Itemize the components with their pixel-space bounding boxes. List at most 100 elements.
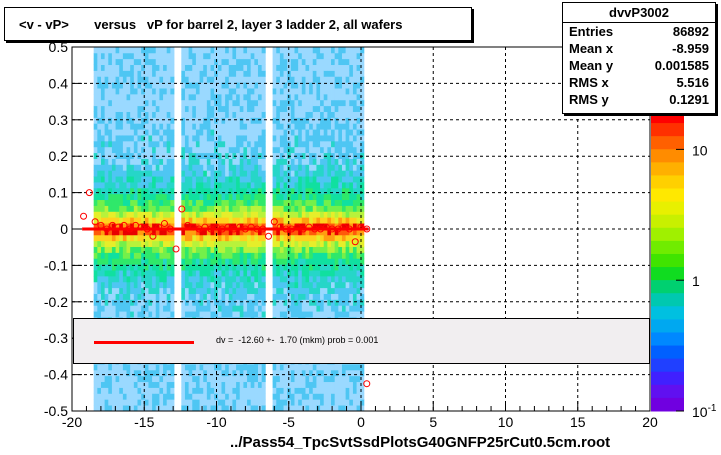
heat-cell (122, 146, 127, 154)
heat-cell (119, 211, 124, 218)
heat-cell (115, 246, 120, 253)
heat-cell (323, 164, 328, 171)
heat-cell (188, 293, 193, 300)
heat-cell (316, 117, 321, 124)
heat-cell (203, 176, 208, 183)
heat-cell (228, 88, 233, 95)
heat-cell (203, 70, 208, 77)
heat-cell (352, 140, 357, 148)
heat-cell (97, 64, 102, 71)
heat-cell (97, 270, 102, 277)
heat-cell (93, 158, 98, 165)
palette-band (651, 358, 684, 373)
heat-cell (345, 47, 350, 54)
heat-cell (225, 275, 230, 283)
heat-cell (93, 47, 98, 54)
heat-cell (305, 158, 310, 165)
heat-cell (247, 70, 252, 77)
heat-cell (210, 393, 215, 400)
heat-cell (352, 217, 357, 224)
heat-cell (261, 405, 266, 412)
heat-cell (243, 211, 248, 218)
heat-cell (279, 252, 284, 259)
heat-cell (217, 152, 222, 159)
heat-cell (272, 76, 277, 83)
heat-cell (195, 164, 200, 171)
heat-cell (148, 299, 153, 306)
heat-cell (144, 293, 149, 300)
heat-cell (327, 299, 332, 306)
heat-cell (122, 275, 127, 283)
heat-cell (261, 375, 266, 383)
heat-cell (352, 164, 357, 171)
heat-cell (254, 211, 259, 218)
heat-cell (323, 375, 328, 383)
heat-cell (155, 105, 160, 112)
heat-cell (301, 387, 306, 394)
heat-cell (228, 176, 233, 183)
heat-cell (312, 129, 317, 136)
heat-cell (279, 299, 284, 306)
heat-cell (159, 82, 164, 89)
heat-cell (294, 105, 299, 112)
heat-cell (320, 93, 325, 101)
heat-cell (254, 93, 259, 101)
heat-cell (225, 99, 230, 107)
heat-cell (148, 399, 153, 406)
heat-cell (130, 252, 135, 259)
heat-cell (195, 234, 200, 242)
heat-cell (225, 217, 230, 224)
heat-cell (141, 105, 146, 112)
heat-cell (155, 158, 160, 165)
heat-cell (148, 70, 153, 77)
heat-cell (301, 111, 306, 118)
heat-cell (104, 88, 109, 95)
heat-cell (100, 182, 106, 189)
heat-cell (152, 76, 157, 83)
heat-cell (356, 246, 361, 253)
heat-cell (184, 182, 190, 189)
heat-cell (312, 111, 317, 118)
heat-cell (309, 52, 314, 60)
heat-cell (298, 176, 303, 183)
heat-cell (236, 152, 241, 159)
heat-cell (133, 364, 138, 371)
heat-cell (170, 299, 175, 306)
heat-cell (166, 305, 171, 312)
heat-cell (309, 364, 314, 371)
heat-cell (148, 240, 153, 248)
heat-cell (166, 47, 171, 54)
heat-cell (352, 64, 357, 71)
heat-cell (276, 88, 281, 95)
stats-row-rms-y: RMS y 0.1291 (563, 91, 715, 108)
heat-cell (272, 305, 277, 312)
heat-cell (181, 246, 186, 253)
heat-cell (320, 258, 325, 265)
heat-cell (356, 88, 361, 95)
heat-cell (287, 293, 292, 300)
heat-cell (97, 182, 102, 189)
heat-cell (309, 211, 314, 218)
heat-cell (327, 399, 332, 406)
heat-cell (221, 187, 226, 195)
heat-cell (272, 205, 277, 212)
heat-cell (203, 146, 208, 154)
heat-cell (243, 105, 248, 112)
heat-cell (257, 275, 263, 283)
heat-cell (356, 64, 361, 71)
heat-cell (334, 405, 339, 412)
heat-cell (345, 393, 350, 400)
heat-cell (338, 387, 343, 394)
heat-cell (250, 258, 255, 265)
heat-cell (188, 270, 193, 277)
heat-cell (243, 240, 248, 248)
heat-cell (272, 299, 277, 306)
heat-cell (283, 135, 288, 142)
heat-cell (345, 270, 350, 277)
heat-cell (108, 399, 113, 406)
heat-cell (130, 117, 135, 124)
heat-cell (159, 399, 164, 406)
heat-cell (236, 187, 241, 195)
heat-cell (327, 123, 332, 130)
heat-cell (115, 158, 120, 165)
